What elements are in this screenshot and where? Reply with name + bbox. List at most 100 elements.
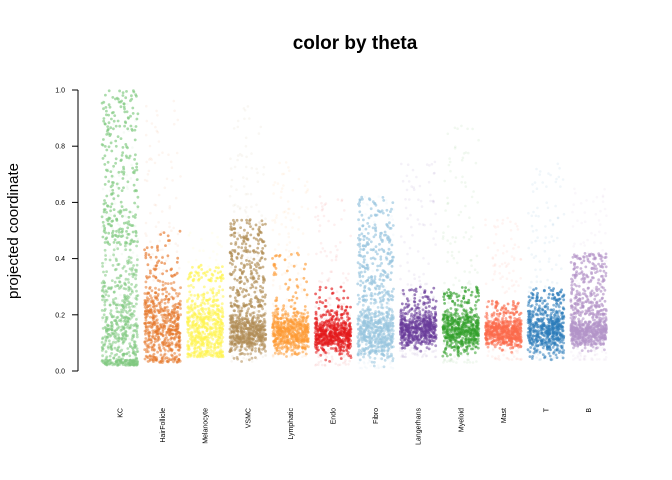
data-point	[230, 330, 234, 334]
data-point	[120, 154, 124, 157]
data-point	[258, 343, 262, 347]
data-point	[116, 323, 119, 327]
data-point	[348, 323, 351, 326]
data-point	[125, 185, 129, 188]
data-point	[146, 173, 150, 176]
data-point	[144, 232, 147, 235]
data-point	[315, 252, 318, 256]
data-point	[115, 363, 119, 367]
data-point	[240, 293, 244, 296]
data-point	[199, 263, 203, 267]
data-point	[291, 295, 295, 298]
data-point	[163, 352, 167, 356]
data-point	[114, 139, 118, 143]
data-point	[282, 352, 286, 356]
data-point	[111, 264, 115, 267]
data-point	[111, 341, 115, 344]
data-point	[134, 270, 138, 274]
data-point	[197, 281, 200, 284]
data-point	[114, 360, 118, 363]
data-point	[123, 361, 127, 365]
data-point	[193, 302, 197, 305]
y-axis-label: projected coordinate	[5, 163, 22, 299]
data-point	[278, 335, 281, 338]
data-point	[187, 331, 191, 335]
data-point	[216, 263, 220, 267]
data-point	[118, 280, 122, 284]
data-point	[170, 267, 174, 271]
data-point	[214, 327, 218, 330]
data-point	[297, 345, 300, 349]
data-point	[335, 334, 339, 337]
data-point	[124, 208, 128, 212]
data-point	[107, 89, 111, 93]
data-point	[160, 298, 164, 302]
data-point	[193, 313, 197, 317]
data-point	[134, 234, 138, 238]
data-point	[177, 316, 181, 320]
data-point	[261, 355, 265, 359]
data-point	[339, 357, 343, 360]
data-point	[284, 310, 287, 314]
data-point	[277, 352, 280, 356]
data-point	[147, 338, 151, 342]
data-point	[305, 296, 308, 299]
data-point	[102, 119, 106, 123]
data-point	[176, 330, 180, 334]
data-point	[278, 329, 281, 333]
data-point	[155, 129, 159, 133]
data-point	[201, 330, 205, 334]
data-point	[285, 269, 289, 273]
data-point	[112, 164, 115, 168]
data-point	[212, 295, 216, 298]
data-point	[115, 232, 118, 235]
data-point	[255, 280, 259, 284]
data-point	[174, 345, 178, 349]
data-point	[146, 311, 150, 315]
data-point	[163, 301, 167, 305]
data-point	[113, 238, 117, 242]
data-point	[130, 302, 134, 305]
data-point	[105, 194, 109, 198]
y-tick-label: 1.0	[55, 88, 65, 95]
data-point	[231, 259, 235, 263]
data-point	[202, 290, 206, 294]
data-point	[126, 347, 130, 350]
data-point	[258, 266, 261, 270]
data-point	[147, 268, 150, 271]
data-point	[103, 303, 107, 307]
data-point	[281, 334, 285, 338]
data-point	[211, 287, 215, 290]
data-point	[305, 180, 309, 184]
data-point	[127, 258, 131, 262]
data-point	[120, 230, 124, 234]
data-point	[255, 203, 258, 207]
data-point	[263, 312, 267, 315]
data-point	[135, 178, 139, 182]
data-point	[135, 117, 139, 121]
data-point	[131, 266, 134, 270]
data-point	[128, 210, 132, 214]
data-point	[164, 282, 168, 285]
data-point	[104, 201, 107, 205]
data-point	[103, 163, 107, 166]
data-point	[162, 268, 165, 272]
data-point	[246, 279, 250, 283]
data-point	[195, 305, 199, 308]
data-point	[292, 280, 295, 284]
data-point	[292, 251, 296, 255]
data-point	[116, 194, 120, 198]
data-point	[292, 212, 296, 216]
data-point	[135, 263, 139, 267]
data-point	[105, 329, 109, 333]
data-point	[232, 210, 236, 213]
data-point	[107, 294, 111, 298]
data-point	[135, 318, 138, 321]
data-point	[115, 259, 118, 262]
data-point	[130, 163, 133, 167]
data-point	[115, 276, 119, 280]
data-point	[155, 304, 159, 307]
data-point	[330, 270, 334, 274]
data-point	[191, 296, 194, 299]
data-point	[236, 232, 240, 235]
